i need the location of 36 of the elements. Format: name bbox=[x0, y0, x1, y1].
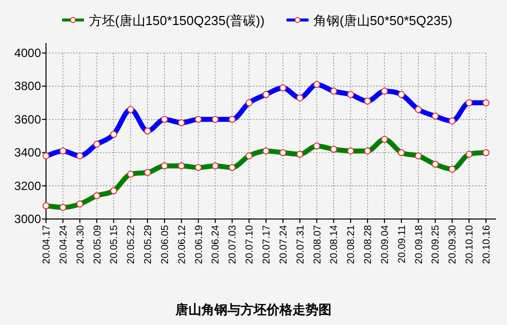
x-tick-label: 20.09.11 bbox=[396, 224, 408, 264]
y-tick-label: 3800 bbox=[14, 79, 42, 94]
x-tick-label: 20.07.10 bbox=[244, 224, 256, 264]
x-tick-label: 20.06.19 bbox=[194, 224, 205, 264]
y-tick-label: 3200 bbox=[14, 178, 42, 193]
x-tick-label: 20.07.17 bbox=[262, 224, 272, 264]
x-tick-label: 20.04.17 bbox=[42, 224, 52, 264]
x-tick-label: 20.07.03 bbox=[228, 224, 239, 264]
y-tick-label: 3000 bbox=[14, 212, 42, 226]
text: 唐山角钢与方坯价格走势图 bbox=[174, 302, 332, 317]
x-tick-label: 20.08.14 bbox=[329, 224, 340, 264]
y-tick-label: 4000 bbox=[14, 46, 42, 60]
x-tick-label: 20.05.29 bbox=[143, 224, 154, 264]
x-tick-label: 20.09.30 bbox=[448, 224, 459, 264]
x-tick-label: 20.05.09 bbox=[92, 224, 104, 264]
x-tick-label: 20.10.10 bbox=[464, 224, 476, 264]
x-tick-label: 20.10.16 bbox=[482, 224, 492, 264]
x-tick-label: 20.08.21 bbox=[346, 224, 358, 264]
y-tick-label: 3600 bbox=[14, 112, 42, 126]
x-tick-label: 20.05.22 bbox=[126, 224, 138, 264]
legend-label: 方坯(唐山150*150Q235(普碳)) bbox=[89, 13, 265, 28]
x-tick-label: 20.07.24 bbox=[278, 224, 290, 264]
x-tick-label: 20.05.15 bbox=[109, 224, 120, 264]
x-tick-label: 20.06.05 bbox=[160, 224, 171, 264]
x-tick-label: 20.09.18 bbox=[414, 224, 425, 264]
x-tick-label: 20.09.04 bbox=[380, 224, 391, 264]
legend-label: 角钢(唐山50*50*5Q235) bbox=[314, 13, 452, 28]
x-tick-label: 20.04.30 bbox=[75, 224, 86, 264]
x-tick-label: 20.09.25 bbox=[430, 224, 442, 264]
x-tick-label: 20.06.24 bbox=[210, 224, 222, 264]
x-tick-label: 20.04.24 bbox=[58, 224, 70, 264]
x-tick-label: 20.08.07 bbox=[312, 224, 324, 264]
x-tick-label: 20.06.12 bbox=[176, 224, 188, 264]
y-tick-label: 3400 bbox=[14, 146, 42, 160]
x-tick-label: 20.07.31 bbox=[295, 224, 306, 264]
x-tick-label: 20.08.28 bbox=[363, 224, 374, 264]
